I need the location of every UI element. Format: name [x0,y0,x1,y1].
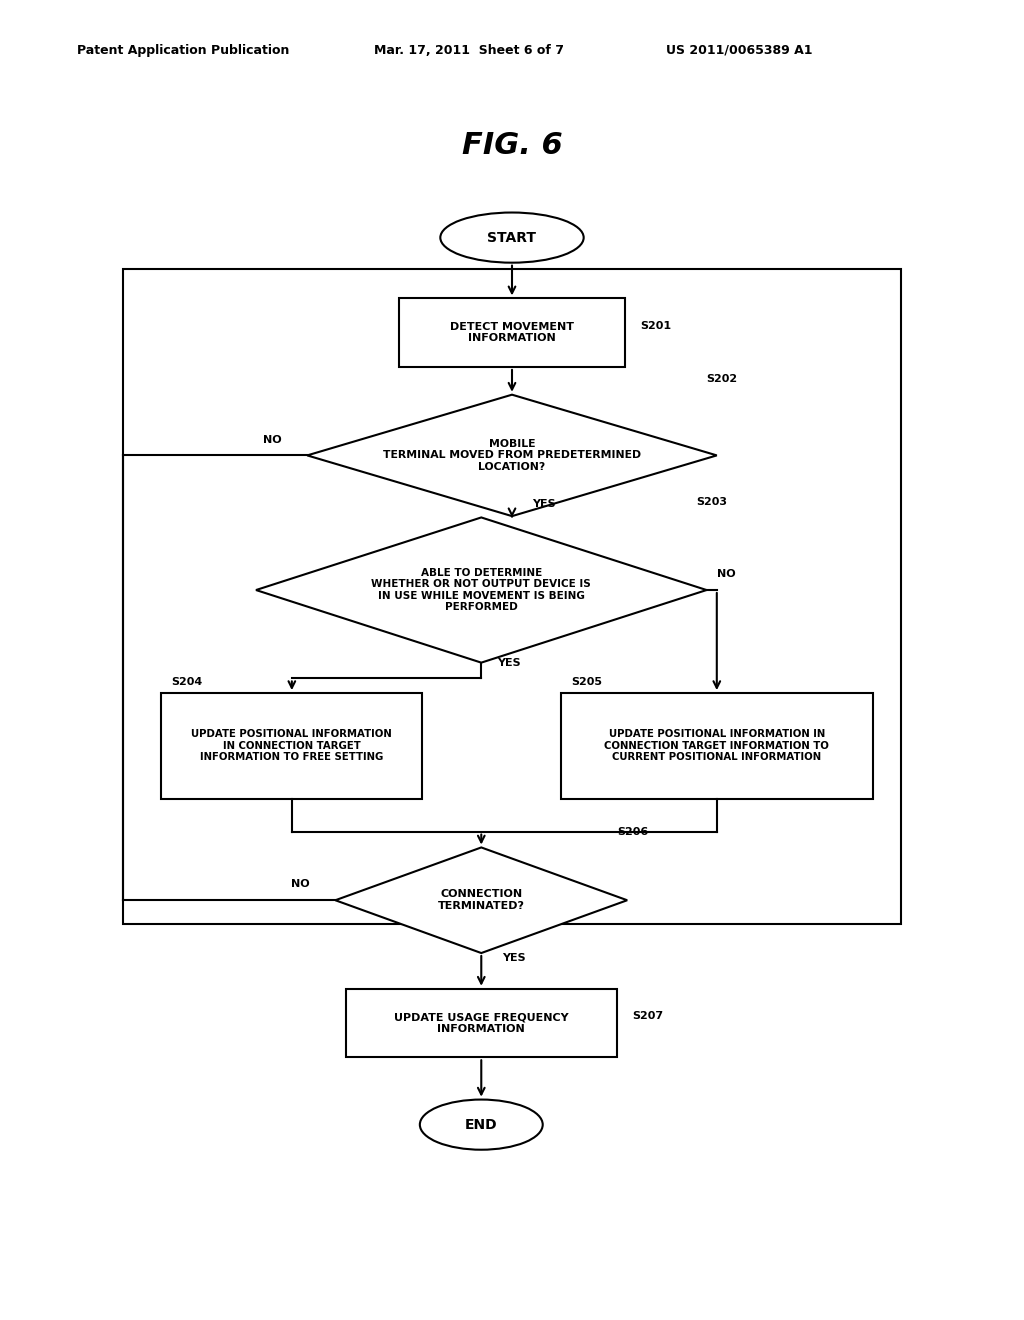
Text: Mar. 17, 2011  Sheet 6 of 7: Mar. 17, 2011 Sheet 6 of 7 [374,44,564,57]
Text: MOBILE
TERMINAL MOVED FROM PREDETERMINED
LOCATION?: MOBILE TERMINAL MOVED FROM PREDETERMINED… [383,438,641,473]
Ellipse shape [420,1100,543,1150]
Bar [161,693,422,799]
Text: NO: NO [717,569,735,579]
Text: S201: S201 [640,321,671,331]
Bar [561,693,872,799]
Text: S206: S206 [616,826,648,837]
Text: FIG. 6: FIG. 6 [462,131,562,160]
Text: NO: NO [263,434,282,445]
Text: END: END [465,1118,498,1131]
Text: NO: NO [291,879,309,890]
Text: S204: S204 [171,677,203,688]
Text: YES: YES [497,657,520,668]
Bar [123,269,901,924]
Text: CONNECTION
TERMINATED?: CONNECTION TERMINATED? [438,890,524,911]
Text: UPDATE POSITIONAL INFORMATION
IN CONNECTION TARGET
INFORMATION TO FREE SETTING: UPDATE POSITIONAL INFORMATION IN CONNECT… [191,729,392,763]
Text: ABLE TO DETERMINE
WHETHER OR NOT OUTPUT DEVICE IS
IN USE WHILE MOVEMENT IS BEING: ABLE TO DETERMINE WHETHER OR NOT OUTPUT … [372,568,591,612]
Bar [399,298,625,367]
Polygon shape [336,847,627,953]
Polygon shape [256,517,707,663]
Text: DETECT MOVEMENT
INFORMATION: DETECT MOVEMENT INFORMATION [450,322,574,343]
Text: UPDATE POSITIONAL INFORMATION IN
CONNECTION TARGET INFORMATION TO
CURRENT POSITI: UPDATE POSITIONAL INFORMATION IN CONNECT… [604,729,829,763]
Ellipse shape [440,213,584,263]
Text: S203: S203 [696,496,727,507]
Text: S207: S207 [633,1011,664,1022]
Text: YES: YES [532,499,556,508]
Text: Patent Application Publication: Patent Application Publication [77,44,289,57]
Text: UPDATE USAGE FREQUENCY
INFORMATION: UPDATE USAGE FREQUENCY INFORMATION [394,1012,568,1034]
Text: START: START [487,231,537,244]
Text: US 2011/0065389 A1: US 2011/0065389 A1 [666,44,812,57]
Text: S205: S205 [571,677,602,688]
Bar [345,989,616,1057]
Text: YES: YES [502,953,525,962]
Text: S202: S202 [707,374,737,384]
Polygon shape [307,395,717,516]
